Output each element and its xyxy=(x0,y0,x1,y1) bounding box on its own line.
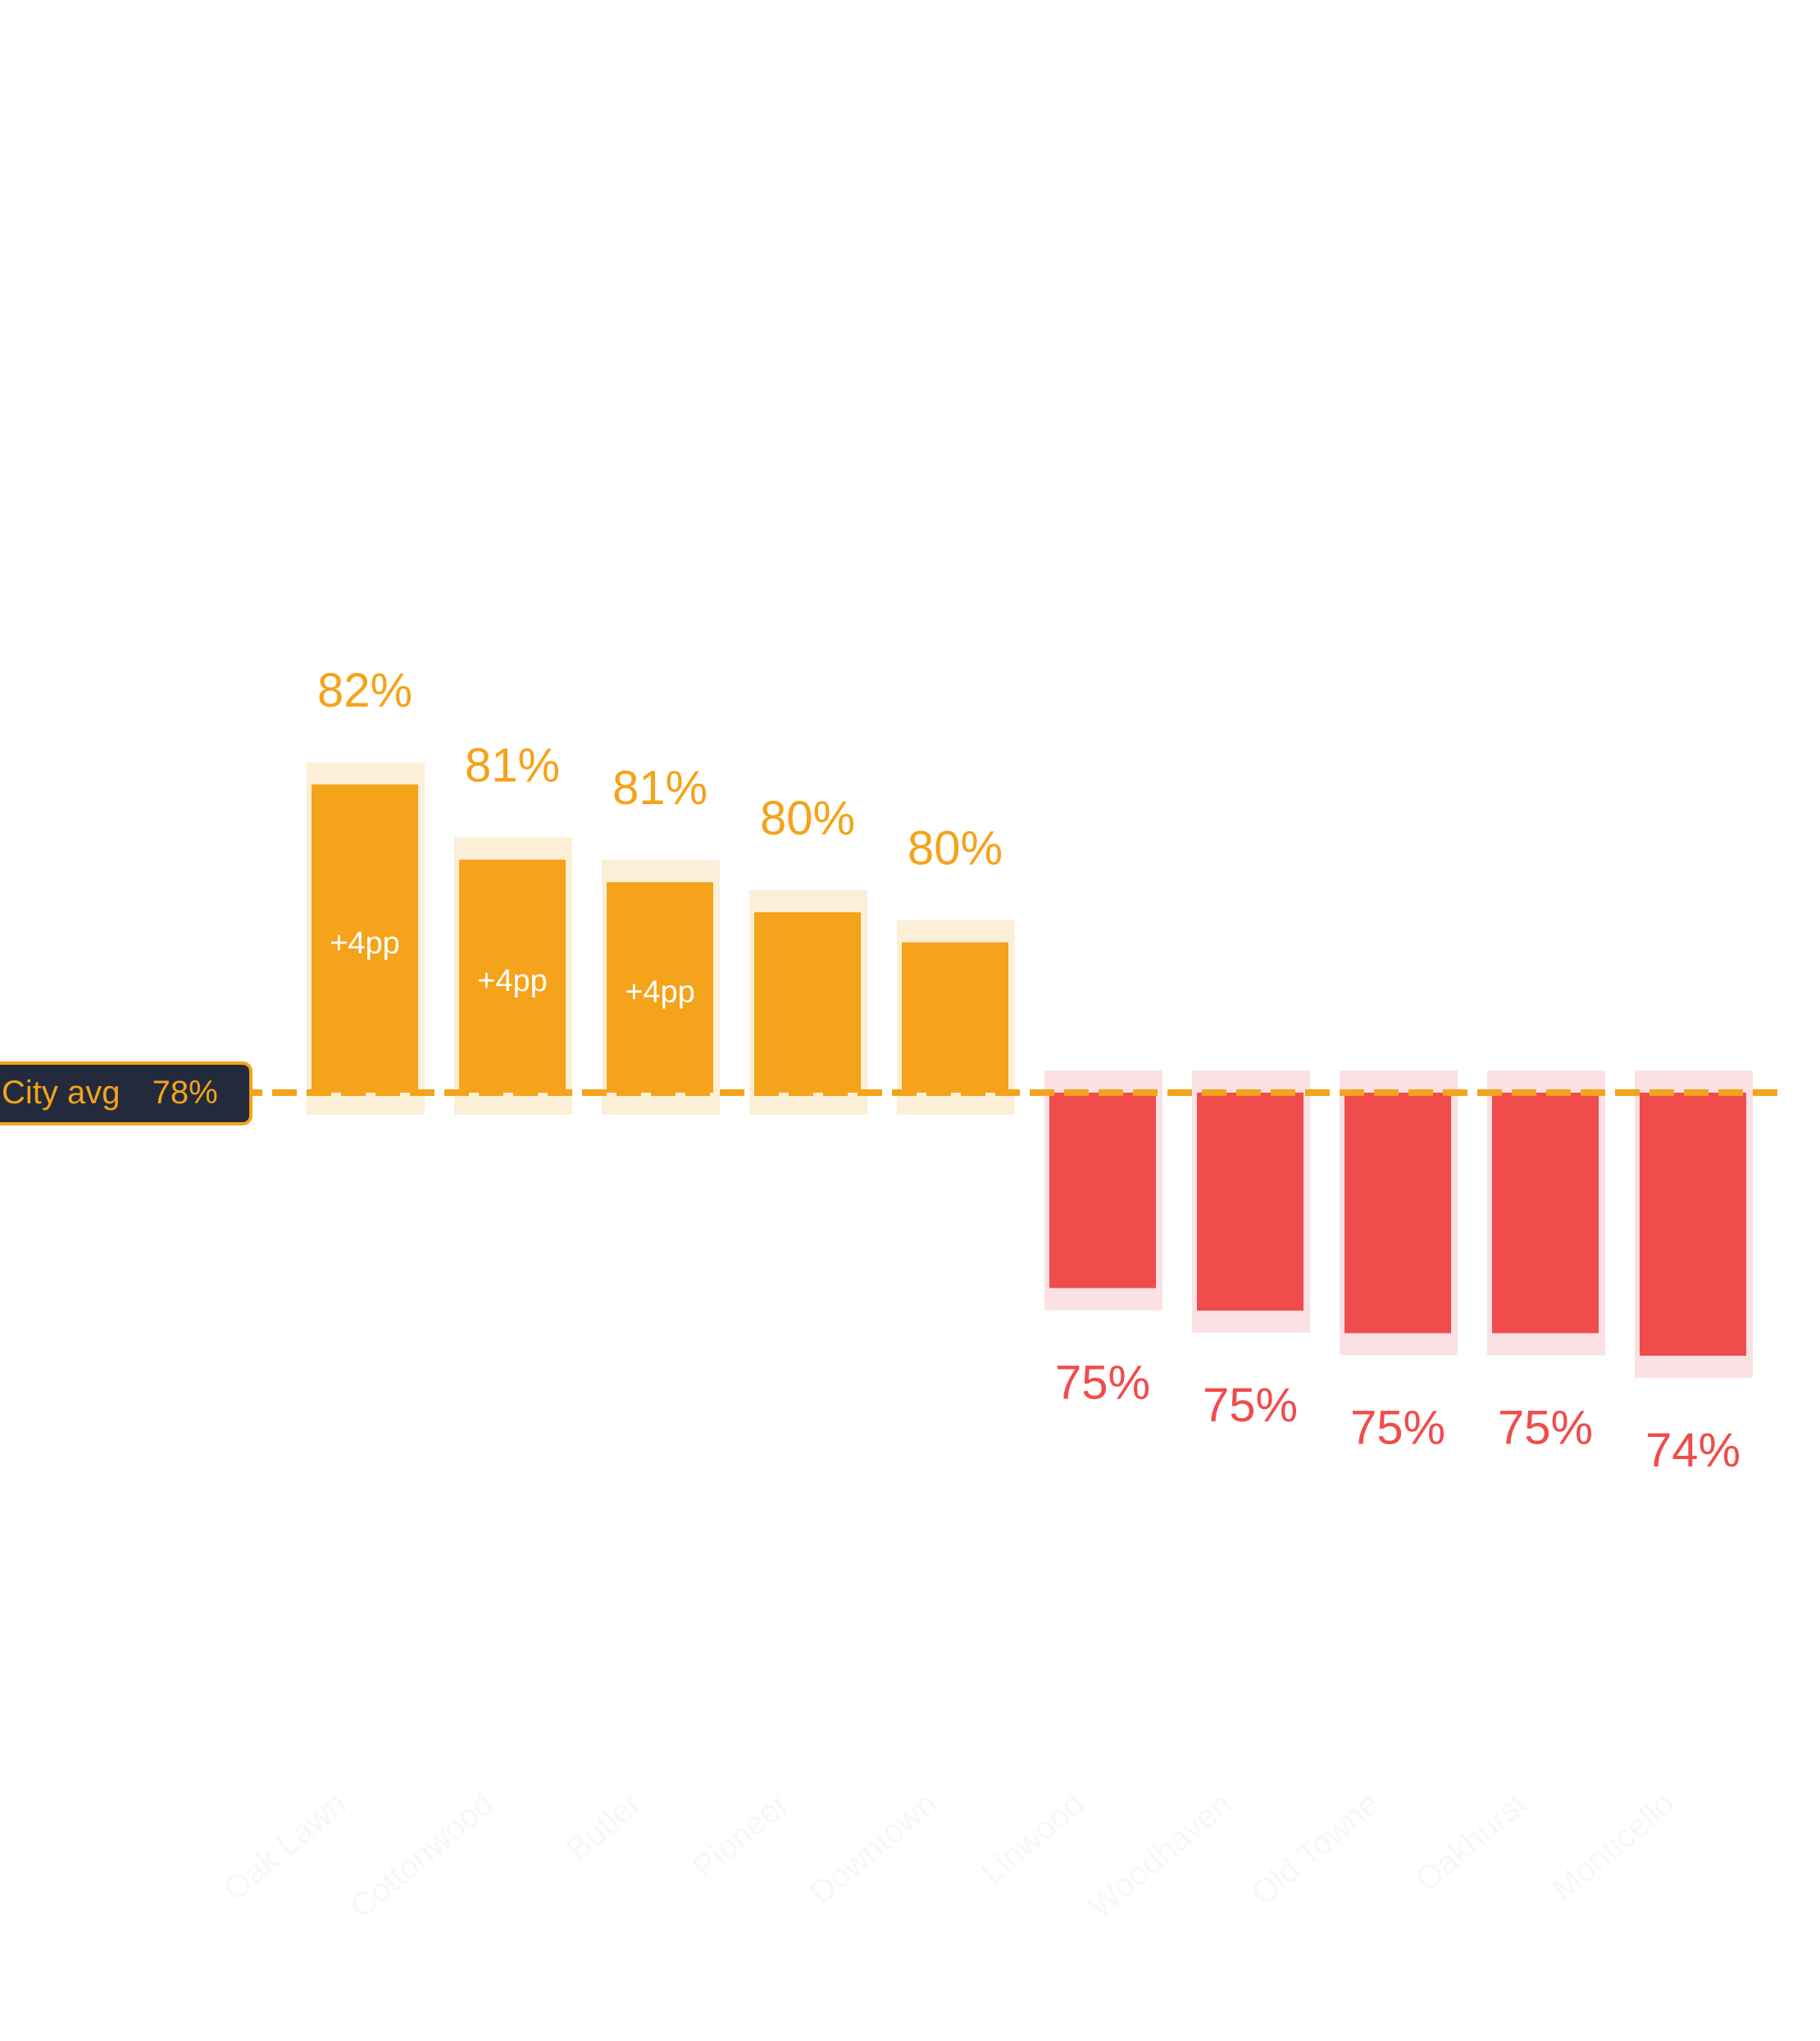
value-label-oak-lawn: 82% xyxy=(317,664,412,717)
value-label-layer: 82% 81% 81% 80% 80% 75% 75% 75% 75% 74% xyxy=(317,664,1740,1477)
category-label-cottonwood: Cottonwood xyxy=(344,1785,501,1925)
bar-monticello[interactable] xyxy=(1640,1093,1746,1356)
city-average-badge-text: City avg 78% xyxy=(2,1075,218,1111)
category-label-oakhurst: Oakhurst xyxy=(1408,1785,1534,1898)
bar-oak-lawn[interactable] xyxy=(312,784,418,1093)
category-label-woodhaven: Woodhaven xyxy=(1082,1785,1239,1925)
city-average-label: City avg xyxy=(2,1075,121,1111)
category-label-linwood: Linwood xyxy=(974,1785,1090,1891)
value-label-woodhaven: 75% xyxy=(1203,1379,1298,1432)
category-label-downtown: Downtown xyxy=(803,1785,943,1911)
city-average-badge-box xyxy=(0,1061,253,1125)
delta-label-cottonwood: +4pp xyxy=(477,964,548,998)
category-label-monticello: Monticello xyxy=(1545,1785,1681,1907)
category-label-old-towne: Old Towne xyxy=(1244,1785,1386,1912)
bar-downtown[interactable] xyxy=(902,942,1008,1093)
value-label-downtown: 80% xyxy=(908,822,1003,875)
value-label-oakhurst: 75% xyxy=(1498,1401,1593,1454)
delta-label-butler: +4pp xyxy=(625,975,695,1010)
value-label-pioneer: 80% xyxy=(760,792,855,845)
delta-label-oak-lawn: +4pp xyxy=(330,926,400,961)
value-label-linwood: 75% xyxy=(1055,1356,1150,1409)
bar-linwood[interactable] xyxy=(1049,1093,1156,1289)
city-average-badge: City avg 78% xyxy=(0,1061,253,1125)
bar-butler[interactable] xyxy=(607,882,713,1093)
delta-label-layer: +4pp +4pp +4pp xyxy=(330,926,695,1010)
value-label-cottonwood: 81% xyxy=(465,739,560,793)
bar-oakhurst[interactable] xyxy=(1492,1093,1599,1334)
bar-layer xyxy=(312,784,1746,1356)
bar-cottonwood[interactable] xyxy=(459,859,566,1093)
category-label-oak-lawn: Oak Lawn xyxy=(217,1785,353,1907)
bar-old-towne[interactable] xyxy=(1345,1093,1451,1334)
bar-woodhaven[interactable] xyxy=(1197,1093,1304,1311)
category-label-pioneer: Pioneer xyxy=(686,1785,796,1885)
value-label-butler: 81% xyxy=(612,761,708,815)
city-average-value: 78% xyxy=(152,1075,218,1111)
value-label-old-towne: 75% xyxy=(1350,1401,1445,1454)
category-label-butler: Butler xyxy=(559,1785,648,1868)
value-label-monticello: 74% xyxy=(1645,1424,1740,1477)
bar-pioneer[interactable] xyxy=(754,911,861,1093)
